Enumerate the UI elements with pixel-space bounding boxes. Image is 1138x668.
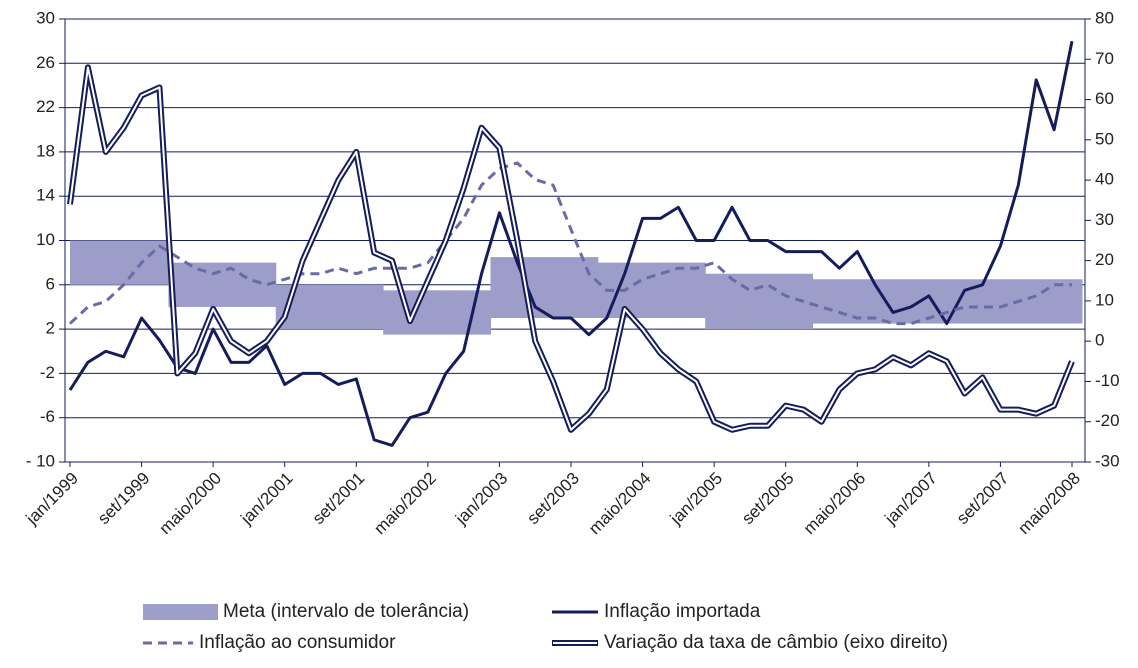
band-segment	[311, 284, 330, 330]
band-segment	[723, 273, 742, 330]
y-tick-label: 18	[36, 141, 55, 160]
band-segment	[669, 262, 688, 319]
band-segment	[562, 257, 581, 319]
exchange-line	[67, 64, 1075, 433]
band-segment	[1027, 279, 1046, 324]
y-tick-label: - 10	[26, 451, 55, 470]
y2-tick-label: 60	[1095, 89, 1114, 108]
legend-label: Inflação importada	[604, 601, 761, 622]
x-tick-label: maio/2000	[156, 469, 226, 539]
band-segment	[472, 290, 491, 335]
x-tick-label: set/1999	[94, 469, 154, 529]
y2-tick-label: 80	[1095, 8, 1114, 27]
band-segment	[973, 279, 992, 324]
x-tick-label: jan/1999	[22, 469, 82, 529]
x-tick-label: maio/2006	[800, 469, 870, 539]
y2-tick-label: 10	[1095, 290, 1114, 309]
band-segment	[544, 257, 563, 319]
y2-tick-label: 70	[1095, 49, 1114, 68]
y-tick-label: -6	[40, 407, 55, 426]
y2-tick-label: 0	[1095, 331, 1104, 350]
y-tick-label: 14	[36, 186, 55, 205]
band-segment	[329, 284, 348, 330]
band-segment	[365, 284, 384, 330]
band-segment	[70, 240, 80, 285]
y2-tick-label: 30	[1095, 210, 1114, 229]
y-tick-label: 2	[46, 319, 55, 338]
band-segment	[705, 273, 724, 330]
y-tick-label: 30	[36, 8, 55, 27]
legend-label: Variação da taxa de câmbio (eixo direito…	[604, 632, 948, 653]
exchange-line-inner	[69, 66, 1073, 431]
y2-tick-label: 20	[1095, 250, 1114, 269]
x-tick-label: maio/2002	[370, 469, 440, 539]
band-segment	[347, 284, 366, 330]
band-segment	[186, 262, 205, 307]
x-tick-label: set/2005	[738, 469, 798, 529]
legend-label: Meta (intervalo de tolerância)	[223, 601, 469, 622]
y2-tick-label: 50	[1095, 129, 1114, 148]
band-segment	[204, 262, 223, 307]
band-segment	[740, 273, 760, 330]
band-segment	[812, 279, 831, 324]
y2-tick-label: -20	[1095, 411, 1120, 430]
dashed-line	[68, 161, 1072, 326]
x-tick-label: set/2001	[309, 469, 369, 529]
band-segment	[436, 290, 456, 335]
y-tick-label: 10	[36, 230, 55, 249]
band-segment	[418, 290, 438, 335]
band-segment	[96, 240, 116, 285]
y2-tick-label: -10	[1095, 371, 1120, 390]
band-segment	[919, 279, 939, 324]
band-segment	[633, 262, 653, 319]
band-segment	[687, 262, 706, 319]
x-tick-label: jan/2007	[881, 469, 941, 529]
x-tick-label: maio/2004	[585, 469, 655, 539]
x-tick-label: jan/2003	[451, 469, 511, 529]
band-segment	[454, 290, 474, 335]
y2-tick-label: -30	[1095, 451, 1120, 470]
x-tick-label: jan/2001	[236, 469, 296, 529]
band-segment	[937, 279, 957, 324]
band-segment	[222, 262, 241, 307]
band-segment	[902, 279, 921, 324]
band-segment	[239, 262, 259, 307]
band-segment	[991, 279, 1010, 324]
y-tick-label: -2	[40, 363, 55, 382]
x-tick-label: set/2007	[953, 469, 1013, 529]
band-segment	[1045, 279, 1064, 324]
band-segment	[1063, 279, 1083, 324]
band-segment	[651, 262, 670, 319]
legend-label: Inflação ao consumidor	[199, 632, 396, 653]
band-segment	[758, 273, 778, 330]
y-tick-label: 22	[36, 97, 55, 116]
y2-tick-label: 40	[1095, 170, 1114, 189]
y-tick-label: 6	[46, 274, 55, 293]
band-segment	[848, 279, 867, 324]
band-segment	[293, 284, 313, 330]
x-tick-label: maio/2008	[1014, 469, 1084, 539]
band-segment	[776, 273, 796, 330]
band-segment	[830, 279, 849, 324]
band-segment	[383, 290, 402, 335]
band-segment	[490, 257, 509, 319]
line	[68, 40, 1074, 447]
x-tick-label: set/2003	[523, 469, 583, 529]
x-tick-label: jan/2005	[666, 469, 726, 529]
band-segment	[114, 240, 134, 285]
band-segment	[78, 240, 98, 285]
band-segment	[579, 257, 599, 319]
legend-swatch	[143, 604, 218, 620]
y-tick-label: 26	[36, 53, 55, 72]
